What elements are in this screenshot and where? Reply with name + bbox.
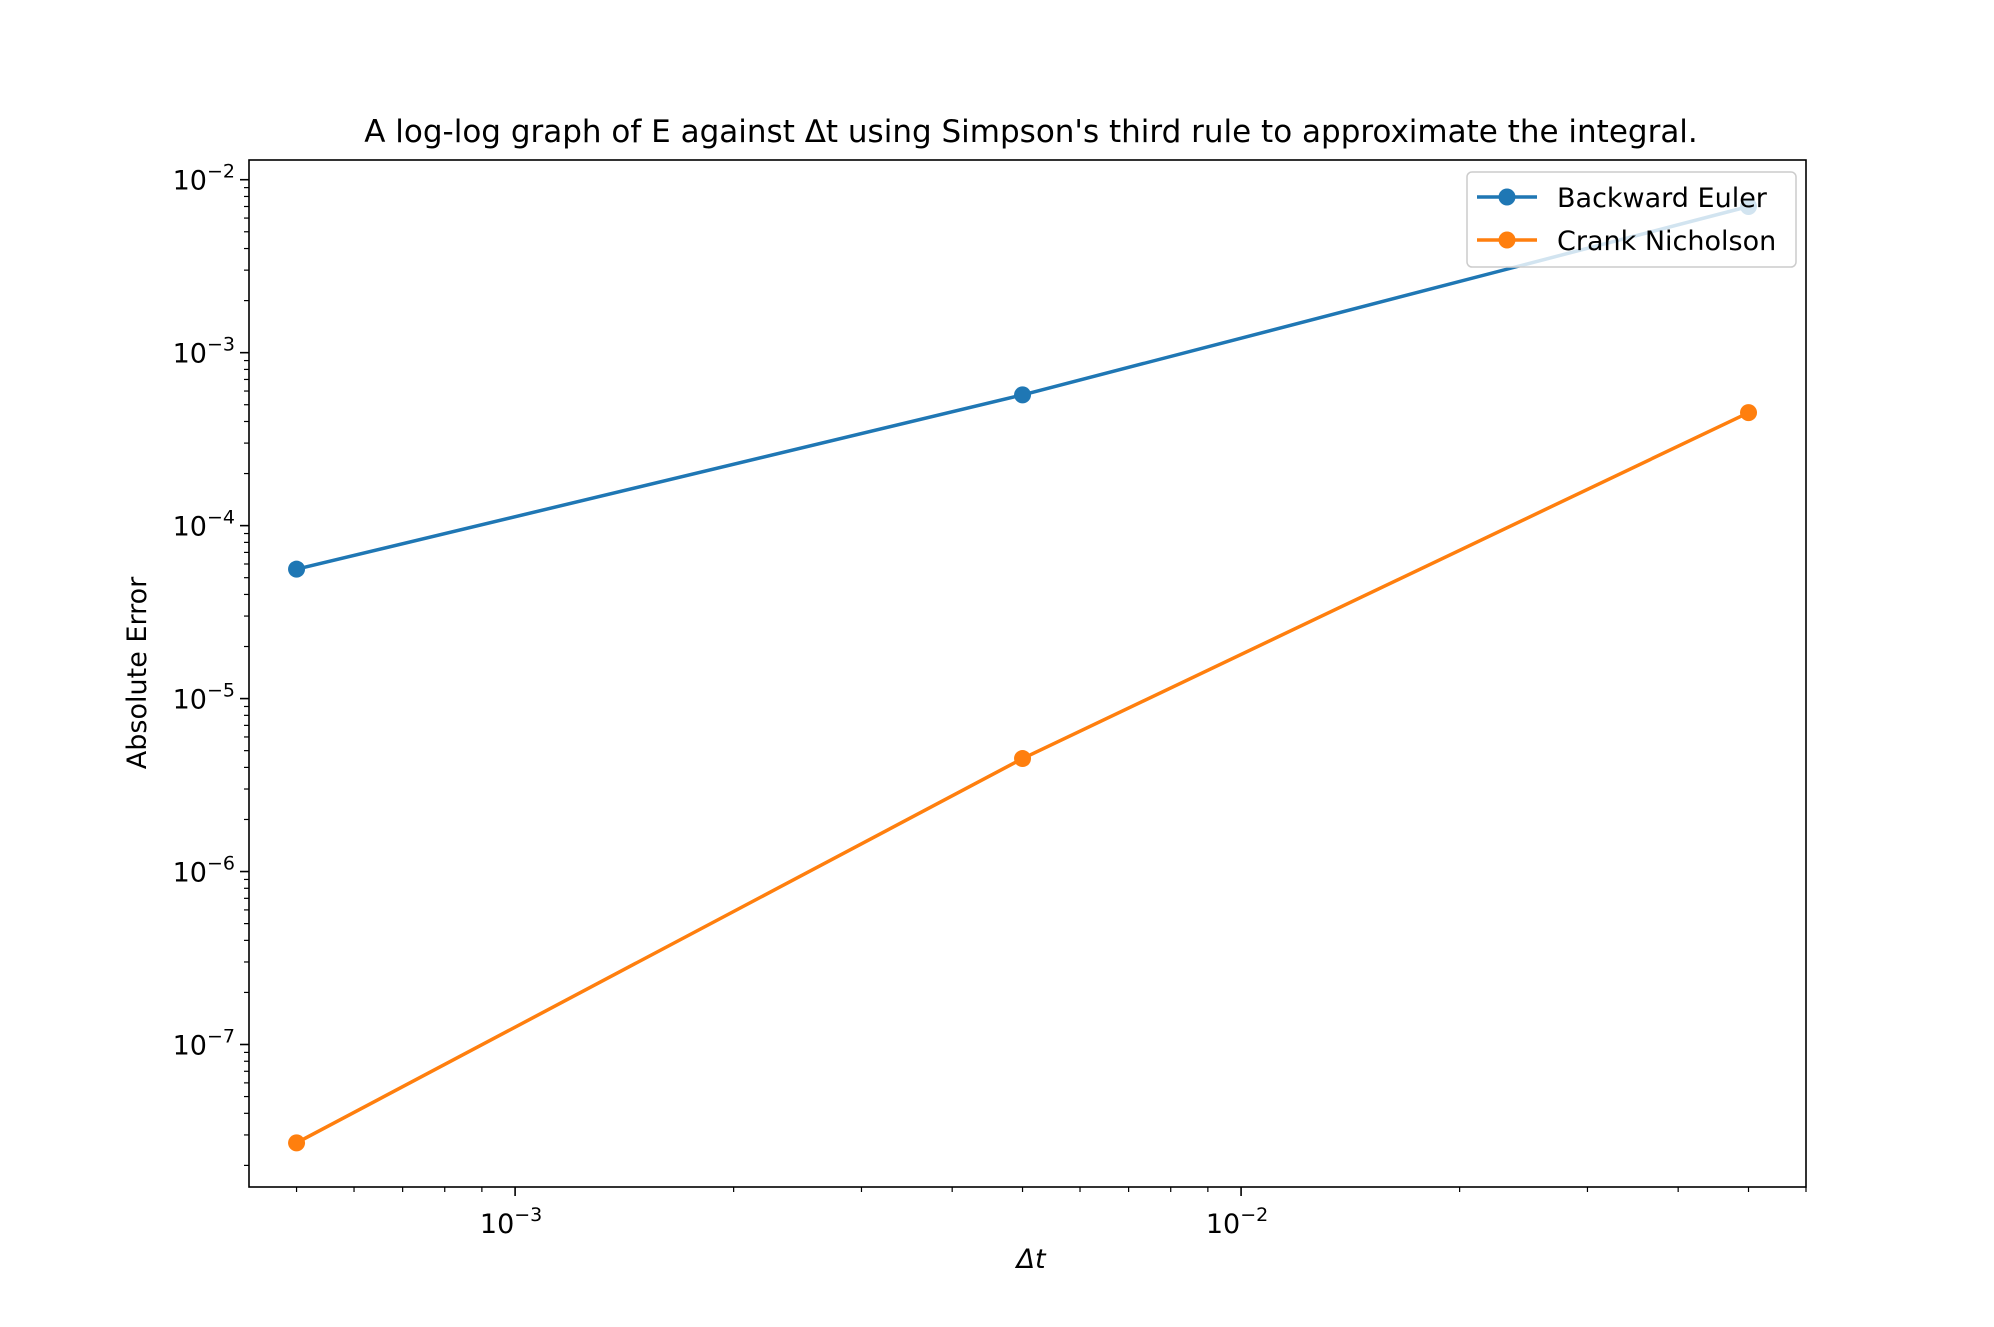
legend-label-backward-euler: Backward Euler xyxy=(1557,183,1768,214)
plot-area: 10−3 10−2 10−7 10−6 10−5 10−4 10−3 10−2 xyxy=(173,161,1807,1240)
y-tick-label: 10−6 xyxy=(173,853,235,889)
chart-title: A log-log graph of E against Δt using Si… xyxy=(364,114,1698,150)
plot-frame xyxy=(248,159,1807,1188)
legend: Backward Euler Crank Nicholson xyxy=(1466,171,1797,268)
data-point-crank-nicholson xyxy=(1014,750,1032,768)
x-tick-label: 10−2 xyxy=(1206,1204,1268,1240)
y-tick-label: 10−2 xyxy=(173,161,235,197)
legend-marker-crank-nicholson xyxy=(1498,231,1516,249)
data-point-crank-nicholson xyxy=(1740,404,1758,422)
y-tick-label: 10−7 xyxy=(173,1025,235,1061)
y-axis-label: Absolute Error xyxy=(122,576,153,769)
legend-box xyxy=(1466,171,1797,268)
y-tick-label: 10−3 xyxy=(173,334,235,370)
legend-label-crank-nicholson: Crank Nicholson xyxy=(1557,226,1776,257)
y-tick-label: 10−5 xyxy=(173,680,235,716)
data-point-backward-euler xyxy=(288,560,306,578)
x-axis-label: Δt xyxy=(1014,1244,1046,1275)
data-point-backward-euler xyxy=(1014,386,1032,404)
data-point-crank-nicholson xyxy=(288,1134,306,1152)
y-tick-label: 10−4 xyxy=(173,507,235,543)
legend-item-crank-nicholson: Crank Nicholson xyxy=(1477,226,1776,257)
legend-item-backward-euler: Backward Euler xyxy=(1477,183,1768,214)
legend-marker-backward-euler xyxy=(1498,188,1516,206)
x-tick-label: 10−3 xyxy=(480,1204,542,1240)
series-line-crank-nicholson xyxy=(295,411,1750,1145)
